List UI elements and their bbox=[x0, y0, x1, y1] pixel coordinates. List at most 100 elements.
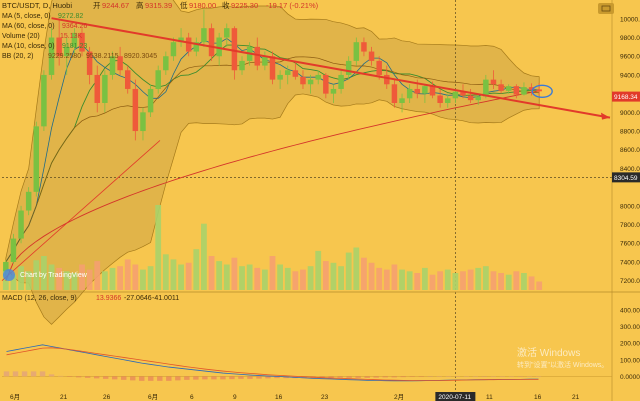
candle-body bbox=[71, 32, 78, 47]
volume-bar bbox=[208, 256, 215, 290]
macd-histogram-bar bbox=[346, 376, 352, 378]
candle-body bbox=[178, 37, 184, 43]
candle-body bbox=[345, 60, 352, 75]
macd-histogram-bar bbox=[319, 376, 325, 378]
candle-body bbox=[224, 28, 230, 38]
volume-bar bbox=[414, 273, 421, 290]
macd-histogram-bar bbox=[193, 376, 199, 380]
macd-tick-label: 100.00 bbox=[620, 357, 640, 364]
volume-bar bbox=[421, 267, 428, 290]
close-value: 9225.30 bbox=[231, 1, 258, 10]
candle-body bbox=[208, 28, 215, 57]
volume-bar bbox=[25, 271, 32, 290]
macd-histogram-bar bbox=[526, 376, 533, 377]
macd-histogram-bar bbox=[75, 376, 82, 378]
macd-histogram-bar bbox=[39, 371, 46, 377]
change-value: -19.17 (-0.21%) bbox=[266, 1, 319, 10]
macd-histogram-bar bbox=[454, 376, 461, 377]
indicator-legend: MA (5, close, 0) 9272.82 MA (60, close, … bbox=[2, 13, 157, 60]
candle-body bbox=[48, 37, 55, 75]
macd-histogram-bar bbox=[535, 376, 542, 377]
macd-histogram-bar bbox=[328, 376, 334, 378]
volume-bar bbox=[467, 269, 474, 290]
candle-body bbox=[277, 74, 283, 80]
macd-histogram-bar bbox=[12, 371, 19, 377]
macd-histogram-bar bbox=[382, 376, 388, 378]
candle-body bbox=[193, 42, 200, 52]
candle-body bbox=[330, 88, 337, 94]
candle-body bbox=[422, 86, 428, 94]
volume-bar bbox=[460, 271, 466, 290]
volume-bar bbox=[132, 264, 139, 290]
candle-body bbox=[475, 96, 481, 101]
settings-icon[interactable] bbox=[598, 3, 614, 14]
price-tick-label: 9800.00 bbox=[620, 35, 640, 42]
candle-body bbox=[315, 74, 321, 80]
macd-histogram-bar bbox=[57, 375, 64, 377]
candle-body bbox=[338, 74, 344, 89]
line-price-tag bbox=[612, 172, 640, 183]
volume-bar bbox=[246, 264, 253, 290]
ind-bb-value-2: 9538.2115 bbox=[86, 53, 119, 60]
volume-bar bbox=[124, 259, 131, 290]
volume-bars bbox=[2, 205, 543, 290]
candle-body bbox=[292, 70, 299, 77]
time-tick-label: 6月 bbox=[10, 393, 20, 401]
macd-histogram-bar bbox=[3, 371, 10, 377]
volume-bar bbox=[254, 267, 261, 290]
candle-body bbox=[307, 79, 314, 85]
candle-body bbox=[262, 56, 268, 66]
volume-bar bbox=[513, 271, 520, 290]
macd-histogram-bar bbox=[364, 376, 370, 378]
volume-bar bbox=[223, 264, 230, 290]
ind-ma10-label: MA (10, close, 0) bbox=[2, 43, 55, 50]
volume-bar bbox=[33, 260, 40, 290]
volume-bar bbox=[117, 266, 124, 290]
crosshair-date-tag bbox=[435, 392, 476, 401]
ind-vol-label: Volume (20) bbox=[2, 33, 40, 40]
candle-body bbox=[132, 88, 139, 132]
time-tick-label: 16 bbox=[275, 394, 283, 401]
time-tick-label: 6 bbox=[190, 394, 194, 401]
macd-signal-line bbox=[6, 347, 539, 381]
volume-bar bbox=[109, 267, 116, 290]
volume-bar bbox=[261, 269, 268, 290]
candle-body bbox=[353, 42, 360, 61]
watermark-subtitle: 转到"设置"以激活 Windows。 bbox=[517, 360, 608, 369]
candle-body bbox=[399, 98, 405, 103]
price-tick-label: 8800.00 bbox=[620, 129, 640, 136]
candle-body bbox=[147, 88, 154, 113]
ind-ma60-value: 9364.26 bbox=[62, 23, 87, 30]
ind-ma5-value: 9272.82 bbox=[58, 13, 83, 20]
candle-body bbox=[437, 95, 443, 103]
volume-bar bbox=[399, 269, 405, 290]
candle-body bbox=[231, 28, 238, 71]
macd-histogram-bar bbox=[409, 376, 415, 377]
candle-body bbox=[323, 74, 329, 94]
volume-bar bbox=[391, 264, 398, 290]
macd-histogram-bar bbox=[121, 376, 127, 380]
current-price-tag bbox=[612, 91, 640, 102]
candle-body bbox=[528, 87, 535, 90]
candle-body bbox=[117, 56, 123, 71]
volume-bar bbox=[18, 266, 24, 290]
macd-histogram-bar bbox=[202, 376, 208, 380]
macd-histogram-bar bbox=[436, 376, 443, 377]
candle-body bbox=[269, 56, 276, 80]
volume-bar bbox=[201, 223, 207, 290]
volume-bar bbox=[482, 266, 489, 290]
price-tick-label: 9400.00 bbox=[620, 72, 640, 79]
volume-bar bbox=[185, 262, 192, 290]
candle-body bbox=[56, 37, 62, 57]
candle-body bbox=[18, 210, 24, 239]
macd-histogram-bar bbox=[175, 376, 181, 381]
ma60-early-line bbox=[1, 140, 161, 281]
volume-bar bbox=[63, 271, 70, 290]
crosshair-date-label: 2020-07-11 bbox=[438, 394, 471, 401]
macd-histogram-bar bbox=[184, 376, 190, 380]
volume-bar bbox=[536, 281, 543, 290]
candle-body bbox=[10, 238, 17, 262]
